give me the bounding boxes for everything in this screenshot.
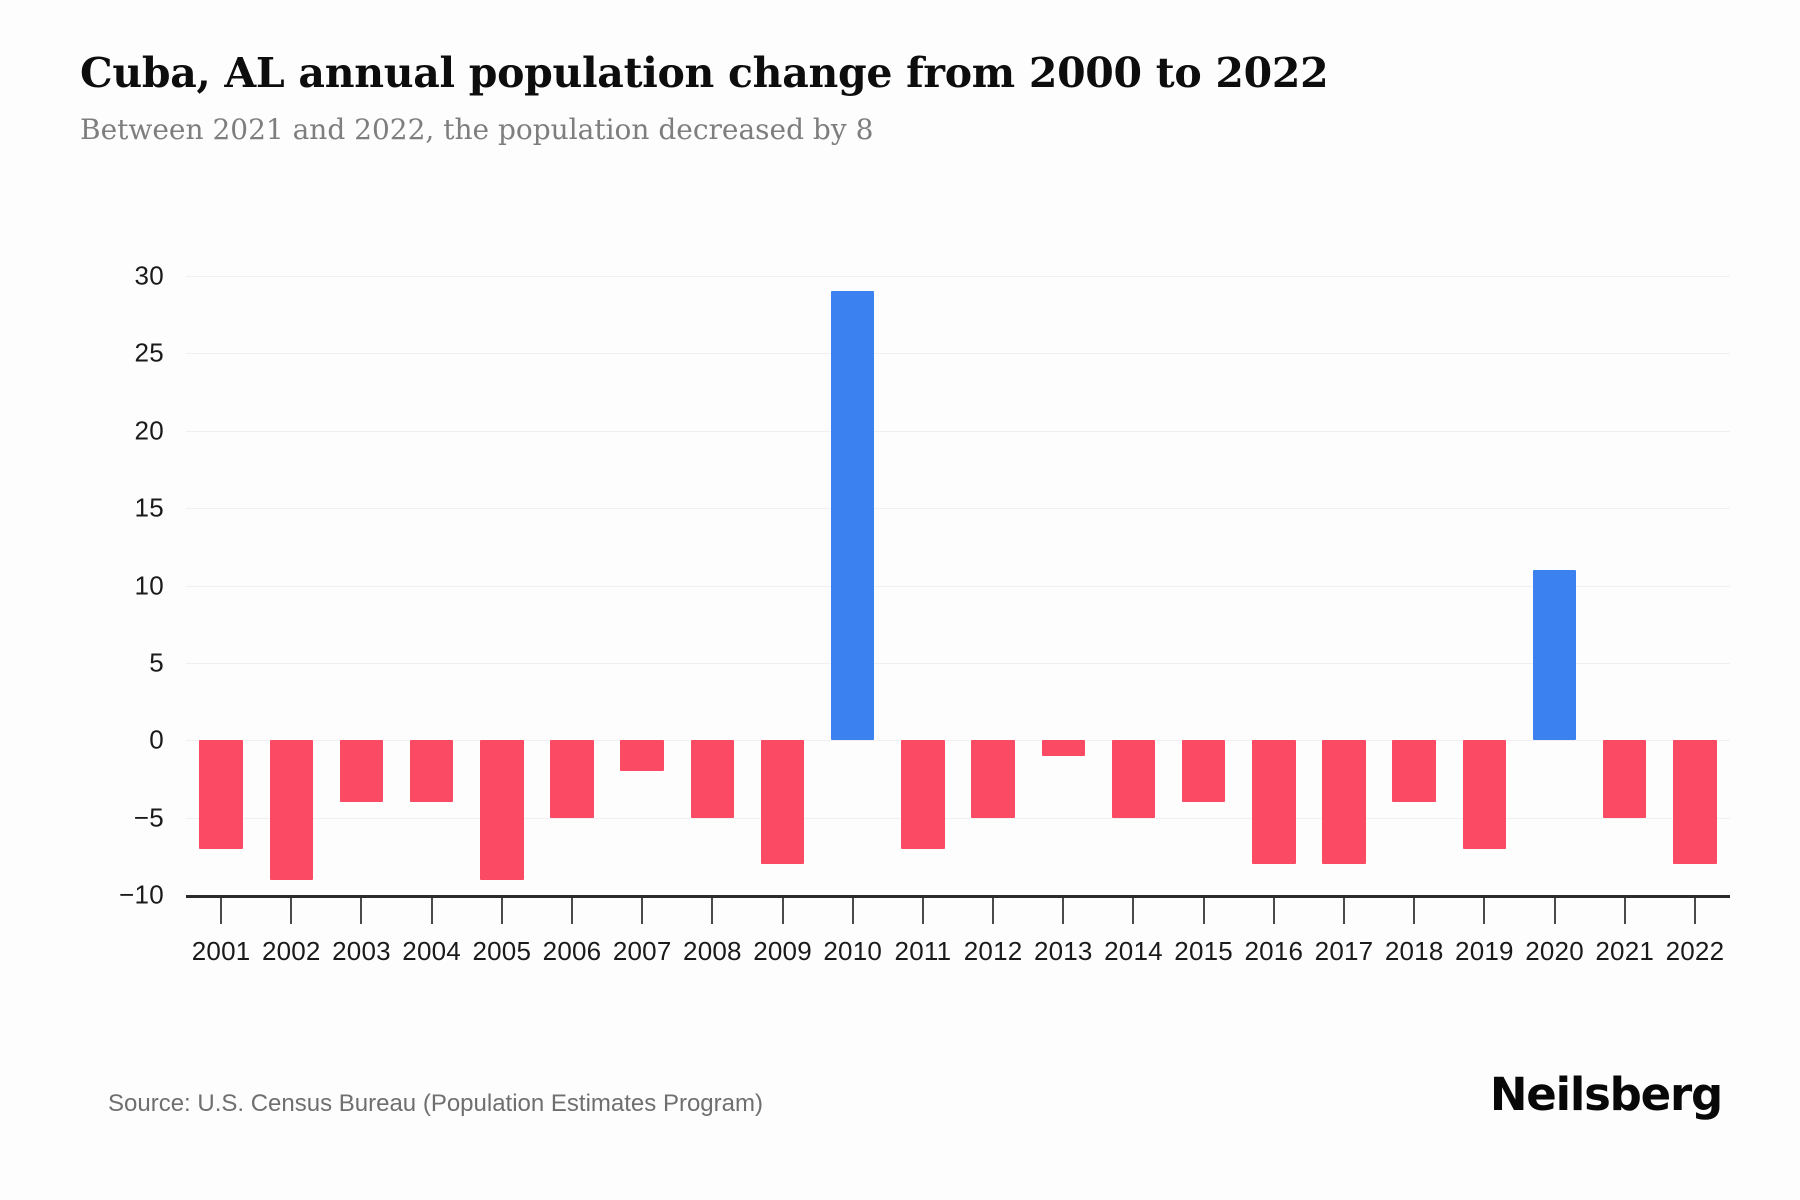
bar-2020[interactable] xyxy=(1532,570,1577,741)
y-axis-tick-label: 25 xyxy=(134,337,164,368)
x-axis-tick xyxy=(711,898,714,924)
x-axis-tick xyxy=(500,898,503,924)
x-axis-tick xyxy=(1202,898,1205,924)
bar-2015[interactable] xyxy=(1181,740,1226,803)
x-axis-tick-label: 2002 xyxy=(261,936,321,966)
y-axis-tick-label: 30 xyxy=(134,260,164,291)
x-axis-tick xyxy=(1132,898,1135,924)
x-axis-tick-label: 2008 xyxy=(683,936,742,966)
x-axis-tick-label: 2009 xyxy=(753,936,812,966)
y-axis-tick-label: 5 xyxy=(149,647,164,678)
chart-subtitle: Between 2021 and 2022, the population de… xyxy=(80,113,874,147)
x-axis-tick-label: 2017 xyxy=(1314,936,1374,966)
x-axis-tick-label: 2021 xyxy=(1595,936,1655,966)
x-axis-tick-label: 2016 xyxy=(1244,936,1304,966)
bar-2022[interactable] xyxy=(1673,740,1717,865)
x-axis-tick-label: 2015 xyxy=(1174,936,1233,966)
gridline xyxy=(186,276,1730,277)
x-axis-tick xyxy=(1553,898,1556,924)
bar-2008[interactable] xyxy=(690,740,735,818)
x-axis-tick-label: 2010 xyxy=(823,936,883,966)
x-axis-tick-label: 2003 xyxy=(332,936,391,966)
x-axis-tick xyxy=(571,898,573,924)
gridline xyxy=(186,585,1730,587)
y-axis-tick-label: −5 xyxy=(133,802,164,833)
page-title: Cuba, AL annual population change from 2… xyxy=(80,49,1329,97)
bar-2009[interactable] xyxy=(760,740,805,865)
x-axis-tick xyxy=(430,898,433,924)
y-axis-tick-label: 10 xyxy=(134,570,164,600)
bar-2004[interactable] xyxy=(409,740,454,803)
x-axis-tick-label: 2004 xyxy=(402,936,461,966)
x-axis-tick-label: 2022 xyxy=(1665,936,1725,966)
x-axis-line xyxy=(186,895,1730,898)
bar-2012[interactable] xyxy=(971,740,1015,818)
x-axis-tick xyxy=(1623,898,1626,924)
bar-2014[interactable] xyxy=(1111,740,1156,818)
gridline xyxy=(186,662,1730,664)
x-axis-tick-label: 2007 xyxy=(612,936,672,966)
bar-2013[interactable] xyxy=(1041,740,1086,756)
x-axis-tick-label: 2013 xyxy=(1033,936,1093,966)
bar-2019[interactable] xyxy=(1462,740,1507,849)
bar-2005[interactable] xyxy=(480,740,524,880)
gridline xyxy=(186,353,1730,355)
x-axis-tick xyxy=(220,898,223,924)
gridline xyxy=(186,740,1730,742)
bar-2021[interactable] xyxy=(1602,740,1647,818)
brand-logo: Neilsberg xyxy=(1489,1068,1723,1121)
x-axis-tick xyxy=(1693,898,1696,924)
x-axis-tick-label: 2006 xyxy=(542,936,602,966)
x-axis-tick xyxy=(360,898,363,924)
x-axis-tick xyxy=(290,898,293,924)
x-axis-tick xyxy=(781,898,784,924)
x-axis-tick xyxy=(992,898,995,924)
x-axis-tick-label: 2018 xyxy=(1384,936,1444,966)
y-axis-tick-label: −10 xyxy=(118,879,164,910)
bar-2016[interactable] xyxy=(1252,740,1296,865)
x-axis-tick-label: 2019 xyxy=(1455,936,1514,966)
x-axis-tick xyxy=(851,898,854,924)
y-axis-tick-label: 20 xyxy=(134,415,164,446)
x-axis-tick xyxy=(921,898,924,924)
bar-2006[interactable] xyxy=(550,740,594,818)
chart-header: Cuba, AL annual population change from 2… xyxy=(80,49,1720,147)
x-axis-tick-label: 2014 xyxy=(1104,936,1163,966)
x-axis-tick-label: 2020 xyxy=(1525,936,1584,966)
source-note: Source: U.S. Census Bureau (Population E… xyxy=(108,1090,763,1117)
x-axis-tick-label: 2011 xyxy=(894,936,952,966)
bar-2007[interactable] xyxy=(620,740,664,772)
x-axis-tick-label: 2001 xyxy=(191,936,251,966)
x-axis-tick xyxy=(641,898,644,924)
x-axis-tick xyxy=(1413,898,1416,924)
bar-2003[interactable] xyxy=(339,740,384,803)
bar-2018[interactable] xyxy=(1392,740,1436,803)
gridline xyxy=(186,817,1730,819)
bar-2010[interactable] xyxy=(830,291,875,741)
bar-2017[interactable] xyxy=(1322,740,1366,865)
gridline xyxy=(186,430,1730,432)
bar-2011[interactable] xyxy=(901,740,945,849)
x-axis-tick xyxy=(1062,898,1065,924)
y-axis-tick-label: 15 xyxy=(134,492,164,523)
x-axis-tick xyxy=(1272,898,1275,924)
gridline xyxy=(186,508,1730,510)
y-axis-tick-label: 0 xyxy=(149,724,164,755)
x-axis-tick-label: 2005 xyxy=(472,936,532,966)
bar-2002[interactable] xyxy=(269,740,314,880)
x-axis-tick xyxy=(1343,898,1345,924)
x-axis-tick-label: 2012 xyxy=(963,936,1023,966)
bar-2001[interactable] xyxy=(199,740,243,849)
x-axis-tick xyxy=(1483,898,1486,924)
